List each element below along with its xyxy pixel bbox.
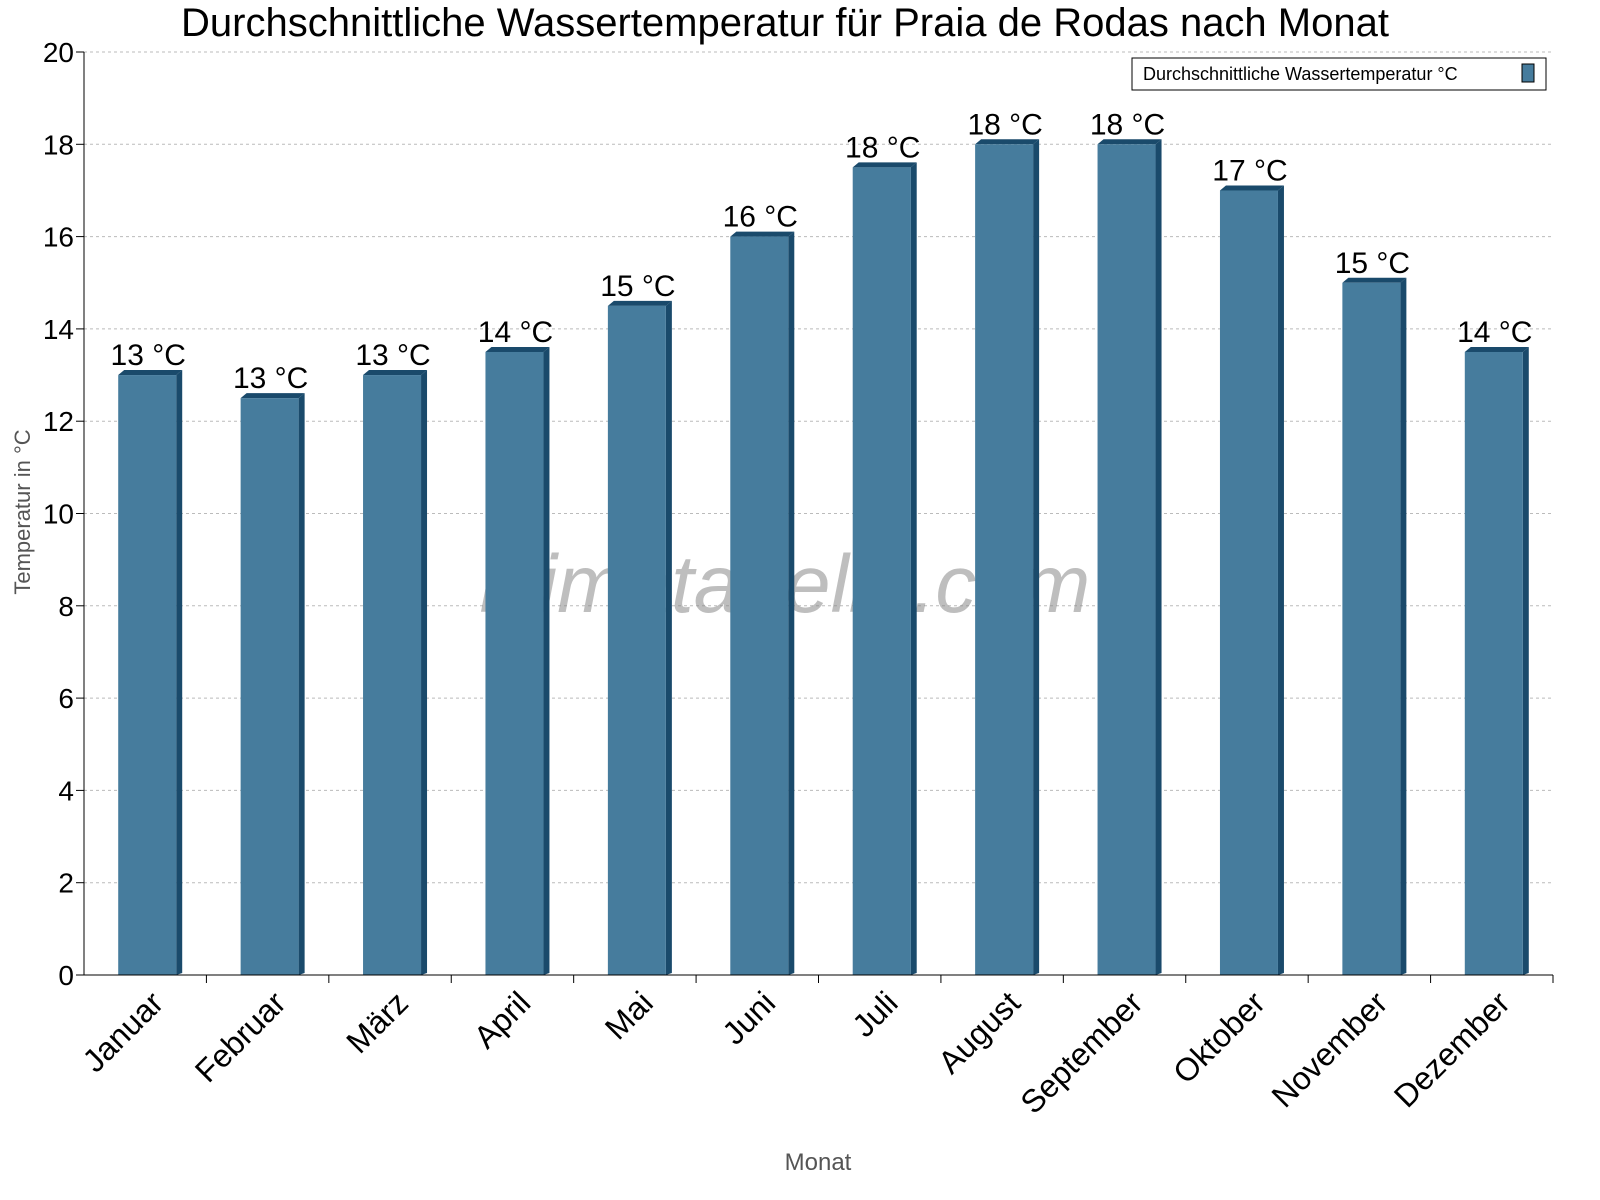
y-tick-label: 10: [43, 499, 74, 530]
bar: [607, 305, 666, 975]
data-label: 15 °C: [1335, 247, 1410, 280]
y-tick-label: 18: [43, 129, 74, 160]
bar-top: [607, 300, 672, 306]
x-tick-label: April: [467, 984, 538, 1055]
x-tick-label: Mai: [598, 984, 660, 1046]
data-label: 13 °C: [111, 339, 186, 372]
bar-side: [1277, 185, 1284, 975]
data-label: 13 °C: [233, 362, 308, 395]
x-tick-label: Juli: [845, 984, 904, 1043]
bar-top: [118, 370, 183, 376]
bar: [1464, 351, 1523, 976]
x-tick-label: August: [931, 984, 1027, 1080]
bar-side: [1033, 139, 1040, 976]
bar-side: [298, 393, 305, 975]
data-label: 14 °C: [1457, 316, 1532, 349]
y-tick-label: 20: [43, 37, 74, 68]
y-axis-label: Temperatur in °C: [10, 429, 35, 594]
y-tick-label: 2: [58, 868, 74, 899]
x-tick-label: Oktober: [1166, 984, 1272, 1090]
bar: [485, 351, 544, 976]
y-tick-label: 6: [58, 683, 74, 714]
bar-side: [665, 300, 672, 975]
bar-top: [1219, 185, 1284, 191]
y-tick-label: 8: [58, 591, 74, 622]
x-axis-label: Monat: [785, 1149, 852, 1176]
x-tick-label: Februar: [188, 984, 293, 1089]
bar-side: [788, 231, 795, 976]
bar-top: [730, 231, 795, 237]
bar-side: [1522, 346, 1529, 976]
bar-side: [543, 346, 550, 976]
bar-top: [852, 162, 917, 168]
bar-top: [975, 139, 1040, 145]
bars: 13 °C 13 °C 13 °C 14 °C 15 °C 16 °C 18 °C 18 °C…: [111, 108, 1532, 976]
bar-top: [485, 346, 550, 352]
legend-box: [1131, 57, 1547, 91]
data-label: 18 °C: [845, 131, 920, 164]
chart-title: Durchschnittliche Wassertemperatur für P…: [181, 1, 1389, 45]
bar-top: [1097, 139, 1162, 145]
bar: [1342, 282, 1401, 975]
y-tick-label: 14: [43, 314, 74, 345]
bar: [1219, 190, 1278, 975]
x-tick-label: September: [1013, 984, 1149, 1120]
bar: [240, 398, 299, 975]
data-label: 16 °C: [723, 201, 798, 234]
y-tick-label: 12: [43, 406, 74, 437]
y-tick-label: 0: [58, 960, 74, 991]
data-label: 14 °C: [478, 316, 553, 349]
y-tick-label: 4: [58, 775, 74, 806]
bar-top: [1342, 277, 1407, 283]
bar-side: [910, 162, 917, 975]
x-tick-label: Dezember: [1387, 984, 1517, 1114]
bar: [730, 236, 789, 976]
bar-side: [421, 370, 428, 975]
bar-side: [176, 370, 183, 975]
data-label: 13 °C: [355, 339, 430, 372]
bar-top: [363, 370, 428, 376]
data-label: 15 °C: [600, 270, 675, 303]
x-tick-label: Januar: [76, 984, 171, 1079]
data-label: 18 °C: [967, 108, 1042, 141]
x-tick-label: März: [339, 984, 415, 1060]
bar: [363, 375, 422, 975]
bar-top: [240, 393, 305, 399]
data-label: 17 °C: [1212, 154, 1287, 187]
data-label: 18 °C: [1090, 108, 1165, 141]
bar: [852, 167, 911, 975]
bar: [975, 144, 1034, 976]
bar: [118, 375, 177, 975]
x-tick-label: Juni: [715, 984, 782, 1051]
bar: [1097, 144, 1156, 976]
bar-side: [1155, 139, 1162, 976]
y-tick-label: 16: [43, 222, 74, 253]
gridlines: [84, 51, 1553, 884]
legend-label: Durchschnittliche Wassertemperatur °C: [1143, 64, 1458, 84]
bar-top: [1464, 346, 1529, 352]
bar-side: [1400, 277, 1407, 975]
legend-swatch: [1521, 63, 1535, 83]
legend: Durchschnittliche Wassertemperatur °C: [1131, 57, 1547, 91]
x-tick-label: November: [1264, 984, 1394, 1114]
